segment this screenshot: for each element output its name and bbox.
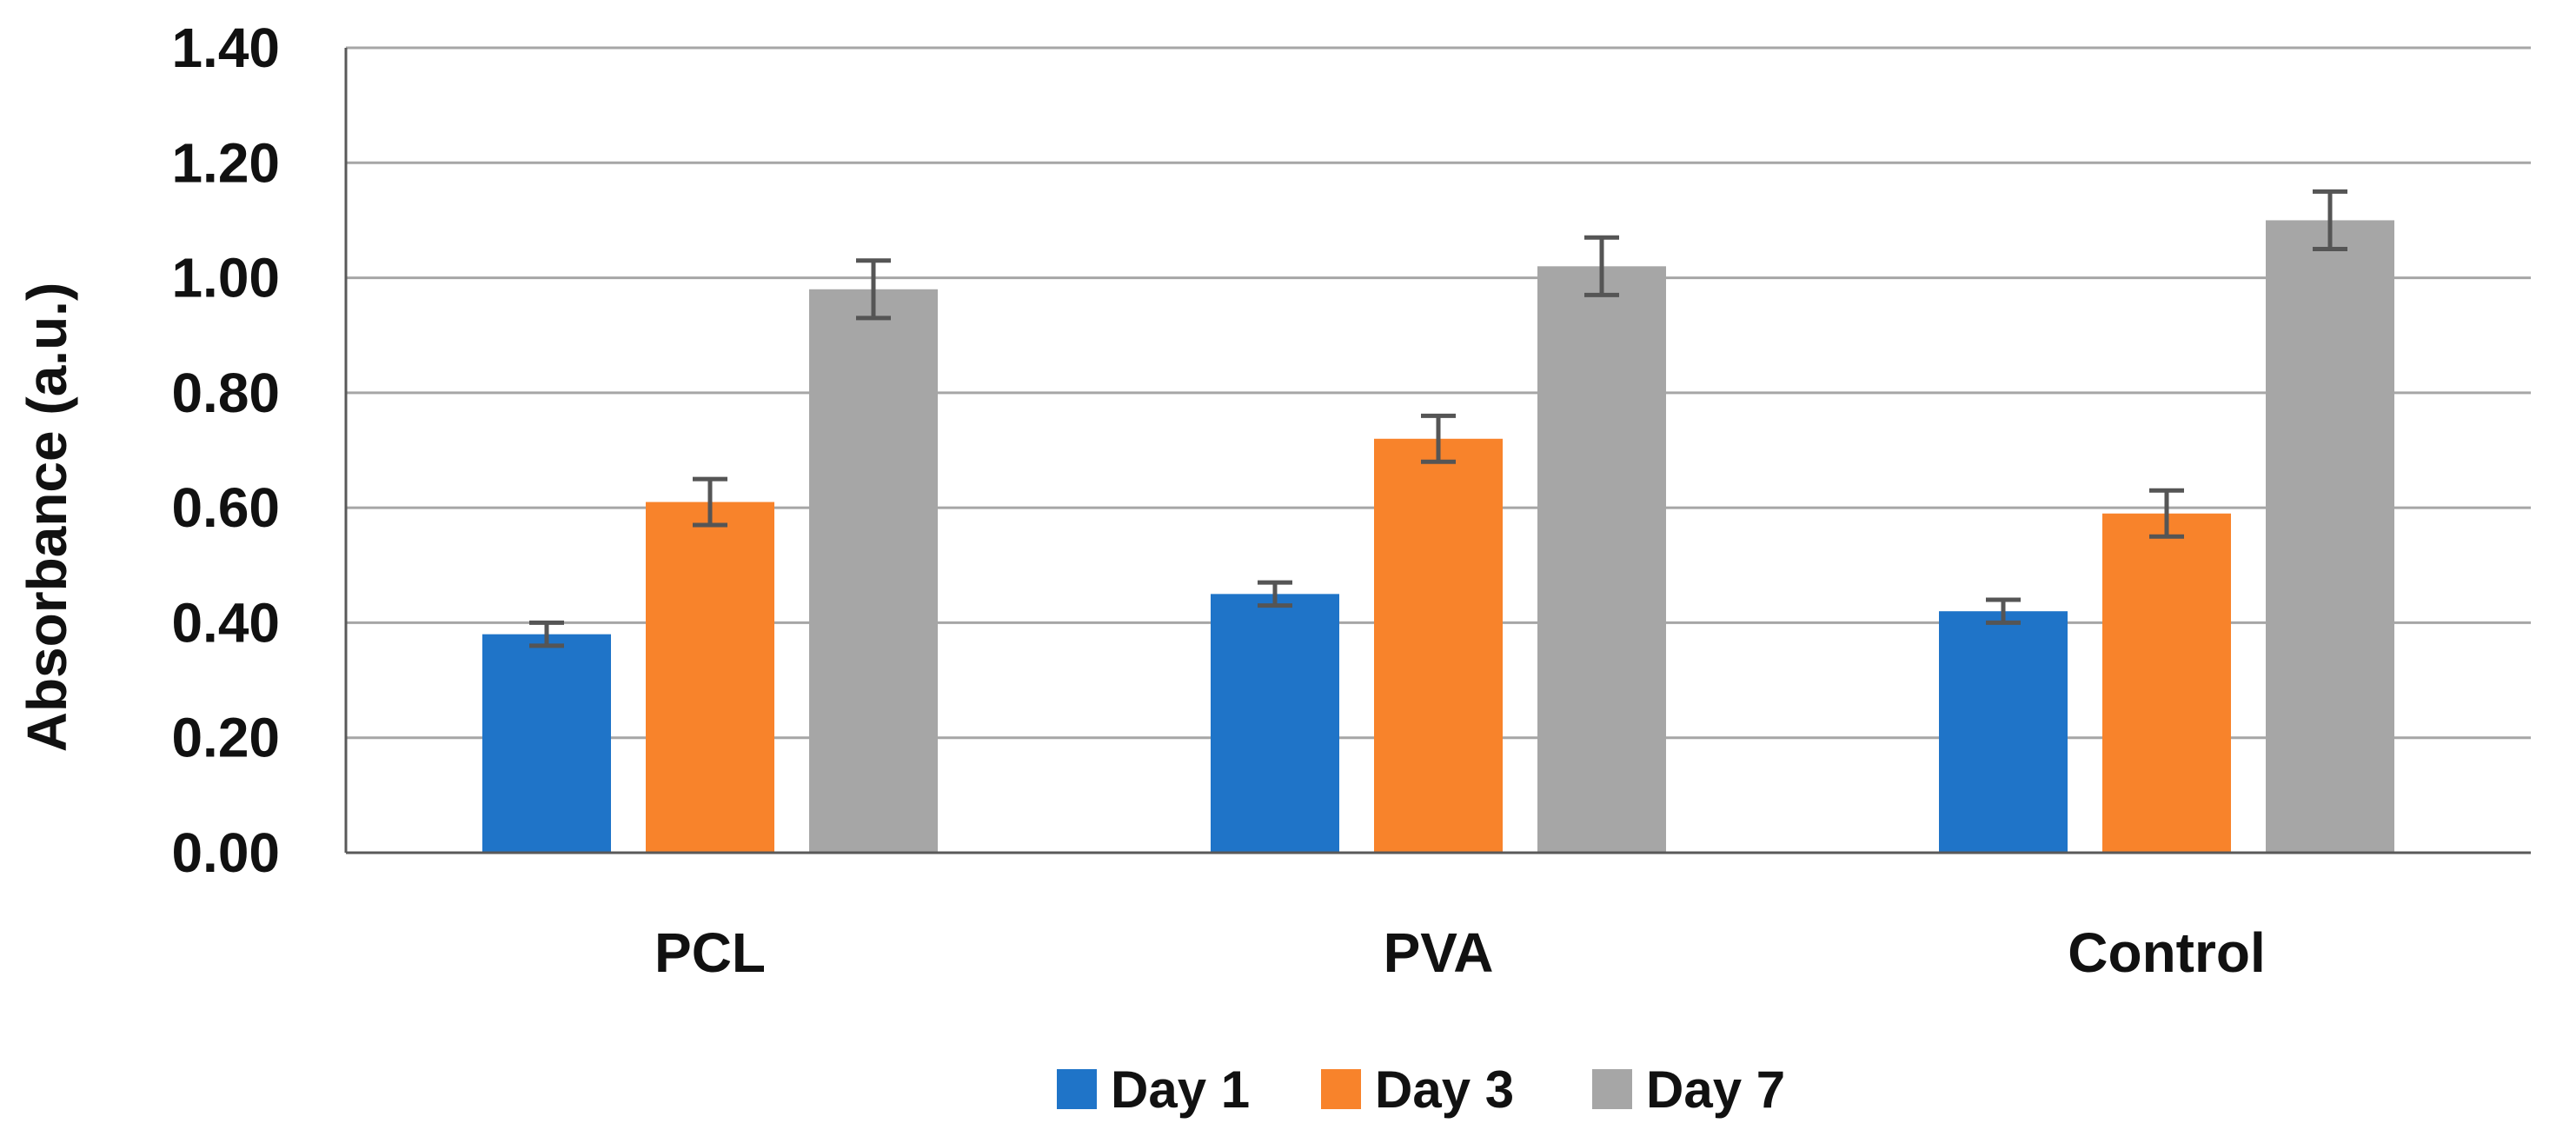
- bar-day-3-control: [2102, 513, 2231, 853]
- error-bar: [529, 620, 564, 648]
- y-axis-title: Absorbance (a.u.): [16, 282, 78, 753]
- error-bar: [856, 258, 891, 321]
- x-category-label: PVA: [1384, 921, 1494, 984]
- y-tick-label: 0.80: [171, 362, 280, 424]
- bar-day-3-pva: [1374, 438, 1503, 853]
- y-tick-label: 0.00: [171, 821, 280, 884]
- y-tick-label: 1.20: [171, 131, 280, 194]
- y-tick-label: 1.40: [171, 17, 280, 79]
- legend-swatch: [1057, 1069, 1097, 1109]
- y-tick-labels: 0.00 0.20 0.40 0.60 0.80 1.00 1.20 1.40: [171, 17, 280, 884]
- bar-day-1-control: [1939, 611, 2068, 853]
- legend-swatch: [1321, 1069, 1361, 1109]
- bar-day-3-pcl: [646, 502, 774, 853]
- error-bar: [1421, 413, 1456, 464]
- legend-swatch: [1592, 1069, 1632, 1109]
- legend-label: Day 3: [1375, 1060, 1514, 1119]
- error-bar: [1584, 235, 1619, 297]
- y-tick-label: 1.00: [171, 247, 280, 309]
- bar-day-7-pva: [1537, 266, 1666, 853]
- error-bar: [1986, 597, 2021, 625]
- y-tick-label: 0.60: [171, 476, 280, 539]
- legend-item: Day 1: [1057, 1060, 1250, 1119]
- axes: [344, 48, 2531, 854]
- legend-item: Day 3: [1321, 1060, 1514, 1119]
- bar-day-1-pva: [1211, 594, 1339, 853]
- error-bar: [693, 476, 727, 528]
- x-category-label: Control: [2068, 921, 2266, 984]
- error-bar: [2149, 488, 2184, 539]
- bar-day-7-pcl: [809, 289, 938, 853]
- y-tick-label: 0.40: [171, 591, 280, 654]
- x-category-label: PCL: [654, 921, 766, 984]
- legend: Day 1 Day 3 Day 7: [1057, 1060, 1785, 1119]
- bar-day-1-pcl: [482, 634, 611, 853]
- legend-item: Day 7: [1592, 1060, 1785, 1119]
- x-category-labels: PCL PVA Control: [654, 921, 2266, 984]
- bars: [482, 189, 2394, 853]
- y-tick-label: 0.20: [171, 707, 280, 769]
- error-bar: [1258, 580, 1292, 608]
- legend-label: Day 7: [1646, 1060, 1785, 1119]
- error-bar: [2313, 189, 2347, 251]
- bar-day-7-control: [2266, 220, 2394, 853]
- legend-label: Day 1: [1111, 1060, 1250, 1119]
